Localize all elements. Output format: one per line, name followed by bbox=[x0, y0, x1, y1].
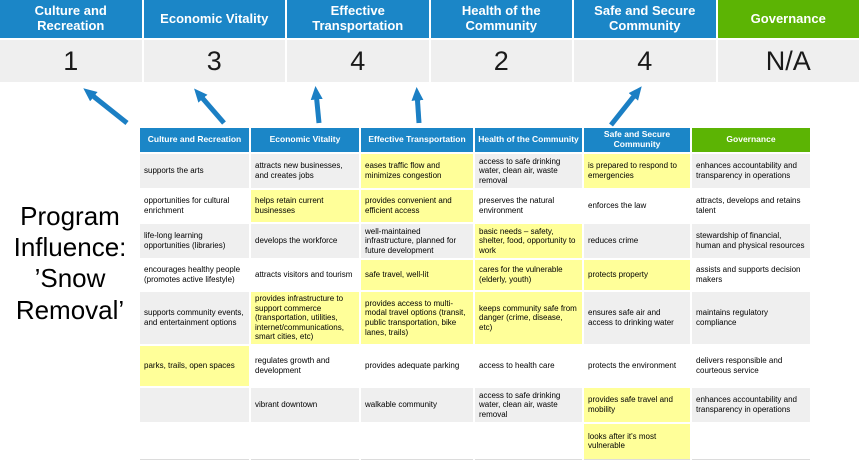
program-title-line: ’Snow bbox=[34, 263, 106, 294]
matrix-header-health: Health of the Community bbox=[475, 128, 582, 152]
summary-header-economic: Economic Vitality bbox=[143, 0, 285, 38]
matrix-cell: attracts visitors and tourism bbox=[251, 260, 359, 290]
matrix-cell: supports the arts bbox=[140, 154, 249, 188]
matrix-cell: provides infrastructure to support comme… bbox=[251, 292, 359, 344]
matrix-cell bbox=[361, 423, 473, 460]
matrix-cell: vibrant downtown bbox=[251, 387, 359, 422]
matrix-cell: eases traffic flow and minimizes congest… bbox=[361, 154, 473, 188]
score-culture: 1 bbox=[0, 40, 142, 82]
matrix-cell: basic needs – safety, shelter, food, opp… bbox=[475, 224, 582, 258]
arrow-icon bbox=[83, 88, 129, 125]
matrix-cell bbox=[475, 423, 582, 460]
matrix-cell: enhances accountability and transparency… bbox=[692, 154, 810, 188]
matrix-cell: protects property bbox=[584, 260, 690, 290]
arrow-icon bbox=[411, 87, 424, 124]
program-title-line: Influence: bbox=[13, 232, 127, 263]
score-economic: 3 bbox=[143, 40, 285, 82]
matrix-cell: assists and supports decision makers bbox=[692, 260, 810, 290]
matrix-cell: delivers responsible and courteous servi… bbox=[692, 345, 810, 386]
matrix-cell: cares for the vulnerable (elderly, youth… bbox=[475, 260, 582, 290]
matrix-cell: encourages healthy people (promotes acti… bbox=[140, 260, 249, 290]
matrix-cell: keeps community safe from danger (crime,… bbox=[475, 292, 582, 344]
matrix-cell: provides access to multi-modal travel op… bbox=[361, 292, 473, 344]
category-summary: Culture and Recreation Economic Vitality… bbox=[0, 0, 859, 82]
summary-header-safe: Safe and Secure Community bbox=[574, 0, 716, 38]
matrix-cell: regulates growth and development bbox=[251, 345, 359, 386]
table-row: opportunities for cultural enrichment he… bbox=[140, 190, 810, 222]
matrix-header-safe: Safe and Secure Community bbox=[584, 128, 690, 152]
table-row: supports the arts attracts new businesse… bbox=[140, 154, 810, 188]
matrix-cell bbox=[140, 387, 249, 422]
matrix-header-transportation: Effective Transportation bbox=[361, 128, 473, 152]
score-health: 2 bbox=[430, 40, 572, 82]
program-title: Program Influence: ’Snow Removal’ bbox=[0, 201, 140, 326]
matrix-cell: walkable community bbox=[361, 387, 473, 422]
matrix-cell bbox=[692, 423, 810, 460]
score-transportation: 4 bbox=[287, 40, 429, 82]
arrow-icon bbox=[310, 86, 323, 124]
table-row: encourages healthy people (promotes acti… bbox=[140, 260, 810, 290]
matrix-cell: access to health care bbox=[475, 345, 582, 386]
matrix-cell: develops the workforce bbox=[251, 224, 359, 258]
matrix-header-culture: Culture and Recreation bbox=[140, 128, 249, 152]
matrix-header-economic: Economic Vitality bbox=[251, 128, 359, 152]
table-row: parks, trails, open spaces regulates gro… bbox=[140, 345, 810, 386]
score-governance: N/A bbox=[717, 40, 859, 82]
matrix-cell: provides safe travel and mobility bbox=[584, 387, 690, 422]
matrix-cell: provides adequate parking bbox=[361, 345, 473, 386]
summary-header-governance: Governance bbox=[717, 0, 859, 38]
score-safe: 4 bbox=[574, 40, 716, 82]
matrix-cell: looks after it's most vulnerable bbox=[584, 423, 690, 460]
influence-matrix: Culture and Recreation Economic Vitality… bbox=[138, 126, 812, 462]
matrix-cell: enforces the law bbox=[584, 190, 690, 222]
table-row: looks after it's most vulnerable bbox=[140, 423, 810, 460]
matrix-cell: helps retain current businesses bbox=[251, 190, 359, 222]
program-title-line: Removal’ bbox=[15, 294, 125, 325]
matrix-header-row: Culture and Recreation Economic Vitality… bbox=[140, 128, 810, 152]
matrix-cell bbox=[251, 423, 359, 460]
matrix-cell: ensures safe air and access to drinking … bbox=[584, 292, 690, 344]
matrix-cell bbox=[140, 423, 249, 460]
matrix-cell: reduces crime bbox=[584, 224, 690, 258]
matrix-cell: attracts new businesses, and creates job… bbox=[251, 154, 359, 188]
matrix-cell: stewardship of financial, human and phys… bbox=[692, 224, 810, 258]
matrix-cell: maintains regulatory compliance bbox=[692, 292, 810, 344]
matrix-cell: enhances accountability and transparency… bbox=[692, 387, 810, 422]
matrix-cell: protects the environment bbox=[584, 345, 690, 386]
matrix-cell: life-long learning opportunities (librar… bbox=[140, 224, 249, 258]
summary-header-transportation: Effective Transportation bbox=[287, 0, 429, 38]
matrix-cell: preserves the natural environment bbox=[475, 190, 582, 222]
matrix-cell: provides convenient and efficient access bbox=[361, 190, 473, 222]
table-row: vibrant downtown walkable community acce… bbox=[140, 387, 810, 422]
matrix-cell: access to safe drinking water, clean air… bbox=[475, 154, 582, 188]
arrow-icon bbox=[609, 86, 642, 127]
arrow-icon bbox=[194, 88, 226, 125]
matrix-cell: safe travel, well-lit bbox=[361, 260, 473, 290]
matrix-cell: is prepared to respond to emergencies bbox=[584, 154, 690, 188]
matrix-cell: opportunities for cultural enrichment bbox=[140, 190, 249, 222]
matrix-cell: parks, trails, open spaces bbox=[140, 345, 249, 386]
matrix-header-governance: Governance bbox=[692, 128, 810, 152]
summary-header-culture: Culture and Recreation bbox=[0, 0, 142, 38]
summary-header-health: Health of the Community bbox=[430, 0, 572, 38]
program-title-line: Program bbox=[20, 201, 120, 231]
table-row: life-long learning opportunities (librar… bbox=[140, 224, 810, 258]
table-row: supports community events, and entertain… bbox=[140, 292, 810, 344]
matrix-cell: access to safe drinking water, clean air… bbox=[475, 387, 582, 422]
matrix-cell: attracts, develops and retains talent bbox=[692, 190, 810, 222]
matrix-cell: supports community events, and entertain… bbox=[140, 292, 249, 344]
matrix-cell: well-maintained infrastructure, planned … bbox=[361, 224, 473, 258]
